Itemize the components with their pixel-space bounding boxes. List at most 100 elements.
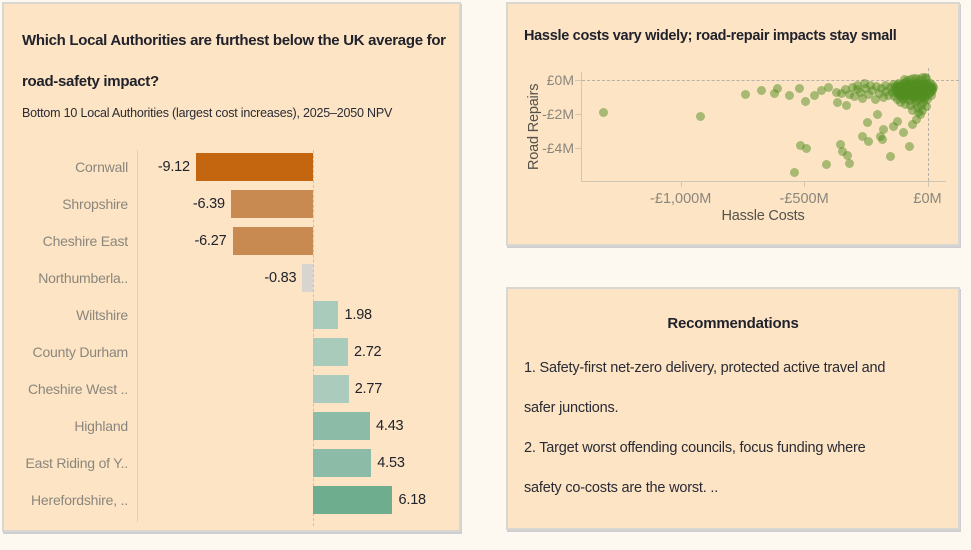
bar[interactable] bbox=[313, 449, 372, 477]
scatter-point[interactable] bbox=[904, 141, 914, 151]
bar-chart-title-line: road-safety impact? bbox=[22, 73, 159, 90]
bar-category-label[interactable]: Cheshire West .. bbox=[27, 381, 128, 397]
scatter-point[interactable] bbox=[850, 92, 860, 101]
recommendation-line: safety co-costs are the worst. .. bbox=[524, 480, 719, 496]
scatter-point[interactable] bbox=[878, 135, 888, 145]
scatter-point[interactable] bbox=[696, 112, 705, 122]
scatter-point[interactable] bbox=[880, 81, 890, 91]
scatter-point[interactable] bbox=[841, 101, 851, 111]
scatter-point[interactable] bbox=[889, 121, 899, 131]
scatter-point[interactable] bbox=[598, 108, 608, 118]
scatter-point[interactable] bbox=[801, 97, 811, 107]
bar[interactable] bbox=[313, 338, 349, 366]
bar[interactable] bbox=[195, 153, 314, 181]
scatter-point[interactable] bbox=[858, 131, 868, 141]
y-tick-label: -£4M bbox=[542, 140, 574, 156]
scatter-point[interactable] bbox=[843, 151, 853, 161]
scatter-point[interactable] bbox=[914, 74, 924, 84]
scatter-point[interactable] bbox=[865, 80, 875, 90]
scatter-point[interactable] bbox=[911, 114, 921, 124]
bar[interactable] bbox=[313, 412, 370, 440]
scatter-point[interactable] bbox=[836, 140, 846, 150]
scatter-point[interactable] bbox=[894, 81, 904, 91]
scatter-point[interactable] bbox=[876, 84, 886, 94]
scatter-point[interactable] bbox=[841, 84, 851, 94]
x-tick-label: -£500M bbox=[779, 191, 829, 207]
bar[interactable] bbox=[232, 227, 314, 255]
scatter-point[interactable] bbox=[868, 86, 878, 96]
bar-category-label[interactable]: Cheshire East bbox=[42, 233, 129, 249]
scatter-point[interactable] bbox=[870, 94, 880, 104]
scatter-point[interactable] bbox=[844, 90, 854, 100]
scatter-point[interactable] bbox=[929, 82, 939, 92]
scatter-point[interactable] bbox=[816, 86, 826, 96]
bar[interactable] bbox=[230, 190, 313, 218]
bar-category-label[interactable]: East Riding of Y.. bbox=[25, 455, 128, 471]
scatter-point[interactable] bbox=[909, 73, 919, 83]
scatter-point[interactable] bbox=[893, 89, 903, 99]
scatter-point[interactable] bbox=[770, 89, 779, 99]
scatter-point[interactable] bbox=[772, 83, 782, 93]
y-tick-label: -£2M bbox=[542, 106, 574, 123]
bar[interactable] bbox=[313, 301, 339, 329]
bar-category-label[interactable]: Cornwall bbox=[75, 159, 128, 175]
scatter-point[interactable] bbox=[879, 125, 889, 134]
scatter-point[interactable] bbox=[824, 83, 834, 92]
scatter-point[interactable] bbox=[784, 91, 794, 101]
scatter-point[interactable] bbox=[920, 72, 930, 82]
scatter-point[interactable] bbox=[921, 102, 931, 112]
bar-category-label[interactable]: Herefordshire, .. bbox=[31, 492, 128, 508]
scatter-point[interactable] bbox=[918, 105, 928, 115]
scatter-point[interactable] bbox=[855, 87, 865, 97]
bar[interactable] bbox=[302, 264, 314, 292]
scatter-point[interactable] bbox=[863, 118, 873, 128]
scatter-point[interactable] bbox=[845, 158, 855, 168]
scatter-point[interactable] bbox=[905, 101, 915, 111]
scatter-point[interactable] bbox=[832, 88, 842, 98]
scatter-point[interactable] bbox=[832, 97, 842, 107]
scatter-point[interactable] bbox=[886, 152, 895, 161]
scatter-point[interactable] bbox=[795, 140, 805, 150]
scatter-point[interactable] bbox=[878, 92, 888, 102]
scatter-point[interactable] bbox=[863, 89, 873, 99]
scatter-point[interactable] bbox=[899, 128, 909, 138]
bar-chart-subtitle: Bottom 10 Local Authorities (largest cos… bbox=[22, 106, 393, 120]
scatter-point[interactable] bbox=[861, 83, 871, 93]
bar[interactable] bbox=[313, 375, 349, 403]
recommendations-title: Recommendations bbox=[667, 315, 799, 332]
bar-category-label[interactable]: Wiltshire bbox=[76, 307, 128, 323]
scatter-point[interactable] bbox=[858, 93, 868, 103]
x-tick-label: £0M bbox=[913, 191, 942, 207]
bar-category-label[interactable]: Shropshire bbox=[62, 196, 128, 212]
scatter-point[interactable] bbox=[911, 81, 921, 90]
bar-value-label: 4.53 bbox=[377, 455, 405, 471]
bar-chart-title-line: Which Local Authorities are furthest bel… bbox=[22, 32, 446, 49]
bar-value-label: -6.27 bbox=[194, 233, 227, 249]
scatter-point[interactable] bbox=[821, 159, 831, 169]
bar-category-label[interactable]: County Durham bbox=[32, 344, 129, 360]
bar-chart-title: Which Local Authorities are furthest bel… bbox=[22, 20, 446, 102]
scatter-point[interactable] bbox=[837, 88, 847, 98]
scatter-point[interactable] bbox=[810, 90, 820, 100]
scatter-point[interactable] bbox=[901, 80, 911, 90]
scatter-point[interactable] bbox=[838, 146, 848, 156]
scatter-point[interactable] bbox=[802, 143, 812, 153]
scatter-point[interactable] bbox=[789, 168, 799, 178]
bar[interactable] bbox=[313, 486, 393, 514]
scatter-point[interactable] bbox=[757, 86, 767, 96]
bar-chart-panel: Which Local Authorities are furthest bel… bbox=[2, 2, 461, 532]
scatter-point[interactable] bbox=[864, 136, 874, 146]
scatter-point[interactable] bbox=[874, 88, 884, 98]
scatter-point[interactable] bbox=[893, 116, 903, 126]
bar-category-label[interactable]: Highland bbox=[74, 418, 128, 434]
scatter-point[interactable] bbox=[794, 84, 804, 94]
scatter-point[interactable] bbox=[847, 83, 857, 92]
bar-category-label[interactable]: Northumberla.. bbox=[38, 270, 128, 286]
bar-value-label: -9.12 bbox=[157, 159, 190, 175]
scatter-point[interactable] bbox=[900, 99, 910, 109]
scatter-point[interactable] bbox=[873, 109, 883, 119]
scatter-point[interactable] bbox=[741, 90, 751, 100]
scatter-point[interactable] bbox=[908, 106, 918, 116]
scatter-zero-vline bbox=[927, 68, 929, 181]
scatter-point[interactable] bbox=[908, 119, 918, 129]
